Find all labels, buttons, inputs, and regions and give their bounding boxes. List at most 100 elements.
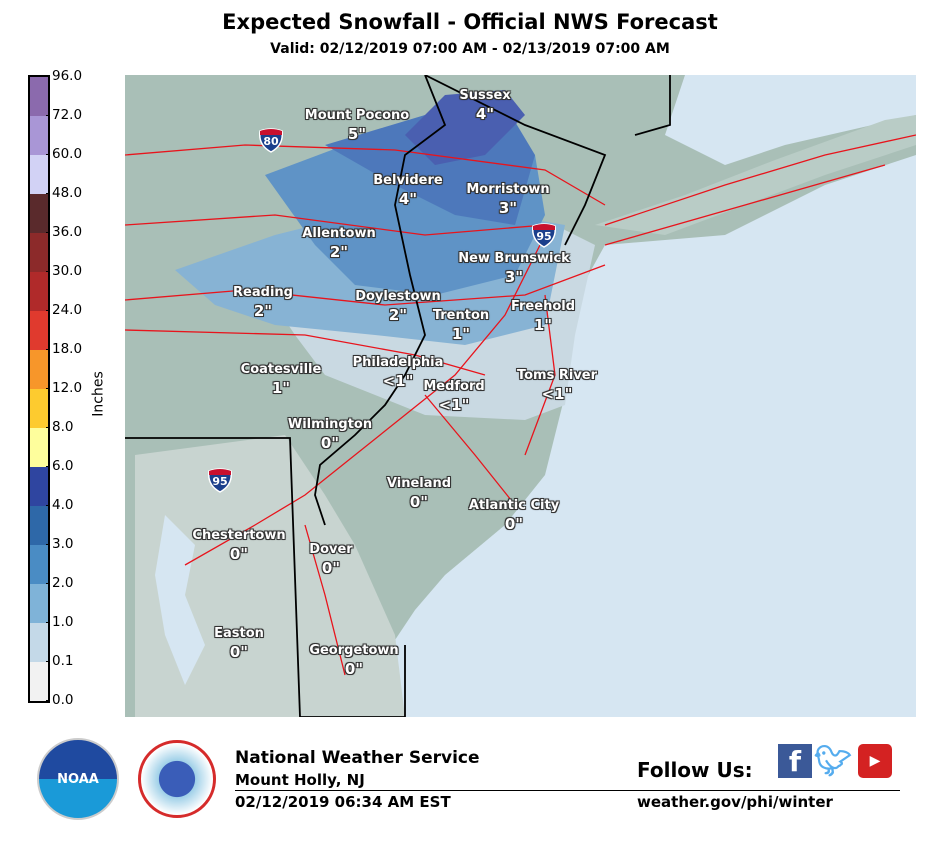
forecast-map [125,75,916,717]
twitter-icon[interactable]: 🐦︎ [813,743,853,779]
office-location: Mount Holly, NJ [235,771,365,789]
colorbar-swatch [30,506,48,545]
colorbar-tick-label: 30.0 [45,263,83,279]
colorbar-label: Inches [90,371,107,417]
city-label: Atlantic City 0" [469,496,559,534]
city-label: Freehold 1" [511,297,575,335]
snow-amount: 2" [388,306,408,324]
city-name: New Brunswick [458,251,570,266]
youtube-icon[interactable]: ▶ [858,744,892,778]
city-name: Allentown [302,226,376,241]
city-label: Coatesville 1" [241,360,322,398]
city-label: Toms River <1" [517,366,597,404]
city-name: Vineland [386,476,452,491]
snow-amount: 5" [347,125,367,143]
city-label: Reading 2" [233,283,293,321]
snow-4-6 [405,90,525,165]
city-label: Wilmington 0" [288,415,372,453]
city-label: Vineland 0" [387,474,451,512]
colorbar-tick-label: 36.0 [45,224,83,240]
city-label: Belvidere 4" [373,171,442,209]
noaa-logo-text: NOAA [57,771,99,787]
snow-amount: 0" [229,643,249,661]
city-name: Trenton [432,308,490,323]
snow-amount: 0" [409,493,429,511]
colorbar-tick-label: 4.0 [45,497,74,513]
city-name: Wilmington [287,417,373,432]
snow-amount: 0" [321,559,341,577]
city-label: Sussex 4" [459,86,510,124]
valid-period: Valid: 02/12/2019 07:00 AM - 02/13/2019 … [270,41,670,57]
follow-us-label: Follow Us: [637,758,753,782]
colorbar-swatch [30,233,48,272]
city-label: Mount Pocono 5" [305,106,409,144]
interstate-number: 95 [212,475,228,488]
city-name: Atlantic City [468,498,560,513]
city-label: Dover 0" [309,540,352,578]
city-name: Reading [233,285,293,300]
city-label: Easton 0" [214,624,264,662]
city-label: Trenton 1" [433,306,489,344]
winter-url[interactable]: weather.gov/phi/winter [637,793,833,811]
interstate-shield-icon: 80 [258,127,284,153]
colorbar-swatch [30,272,48,311]
colorbar-tick-label: 24.0 [45,302,83,318]
snow-amount: 1" [451,325,471,343]
city-name: Belvidere [373,173,443,188]
interstate-number: 95 [536,230,552,243]
facebook-icon[interactable]: f [778,744,812,778]
snow-amount: 2" [329,243,349,261]
colorbar-tick-label: 8.0 [45,419,74,435]
snow-amount: 1" [271,379,291,397]
noaa-logo: NOAA [37,738,119,820]
snow-amount: 3" [498,199,518,217]
snow-amount: <1" [382,372,414,390]
colorbar-tick-label: 0.1 [45,653,74,669]
snow-amount: 4" [398,190,418,208]
snow-amount: 1" [533,316,553,334]
snow-amount: 3" [504,268,524,286]
colorbar-tick-label: 96.0 [45,68,83,84]
city-name: Medford [423,379,485,394]
interstate-number: 80 [263,135,279,148]
colorbar-tick-label: 60.0 [45,146,83,162]
colorbar-tick-label: 12.0 [45,380,83,396]
snow-amount: <1" [438,396,470,414]
colorbar-swatch [30,389,48,428]
colorbar-tick-label: 1.0 [45,614,74,630]
city-label: Allentown 2" [302,224,375,262]
city-name: Easton [214,626,264,641]
city-name: Mount Pocono [304,108,410,123]
city-name: Dover [309,542,353,557]
colorbar-swatch [30,428,48,467]
city-label: Chestertown 0" [192,526,285,564]
snow-amount: 0" [320,434,340,452]
colorbar-tick-label: 3.0 [45,536,74,552]
colorbar-tick-label: 48.0 [45,185,83,201]
colorbar-tick-label: 6.0 [45,458,74,474]
city-label: New Brunswick 3" [458,249,570,287]
snow-amount: <1" [541,385,573,403]
long-island [595,115,916,235]
snow-amount: 0" [504,515,524,533]
colorbar-tick-label: 0.0 [45,692,74,708]
snow-amount: 2" [253,302,273,320]
colorbar-swatch [30,77,48,116]
state-borders [125,75,671,717]
interstate-shield-icon: 95 [207,467,233,493]
colorbar-swatch [30,311,48,350]
city-name: Coatesville [240,362,322,377]
city-label: Morristown 3" [466,180,549,218]
snow-amount: 0" [229,545,249,563]
colorbar-swatch [30,155,48,194]
colorbar [28,75,50,703]
chesapeake-bay [155,515,205,685]
city-label: Philadelphia <1" [353,353,444,391]
city-name: Sussex [459,88,511,103]
city-name: Freehold [510,299,576,314]
city-name: Georgetown [309,643,399,658]
colorbar-tick-label: 72.0 [45,107,83,123]
page-title: Expected Snowfall - Official NWS Forecas… [222,10,718,34]
colorbar-swatch [30,623,48,662]
